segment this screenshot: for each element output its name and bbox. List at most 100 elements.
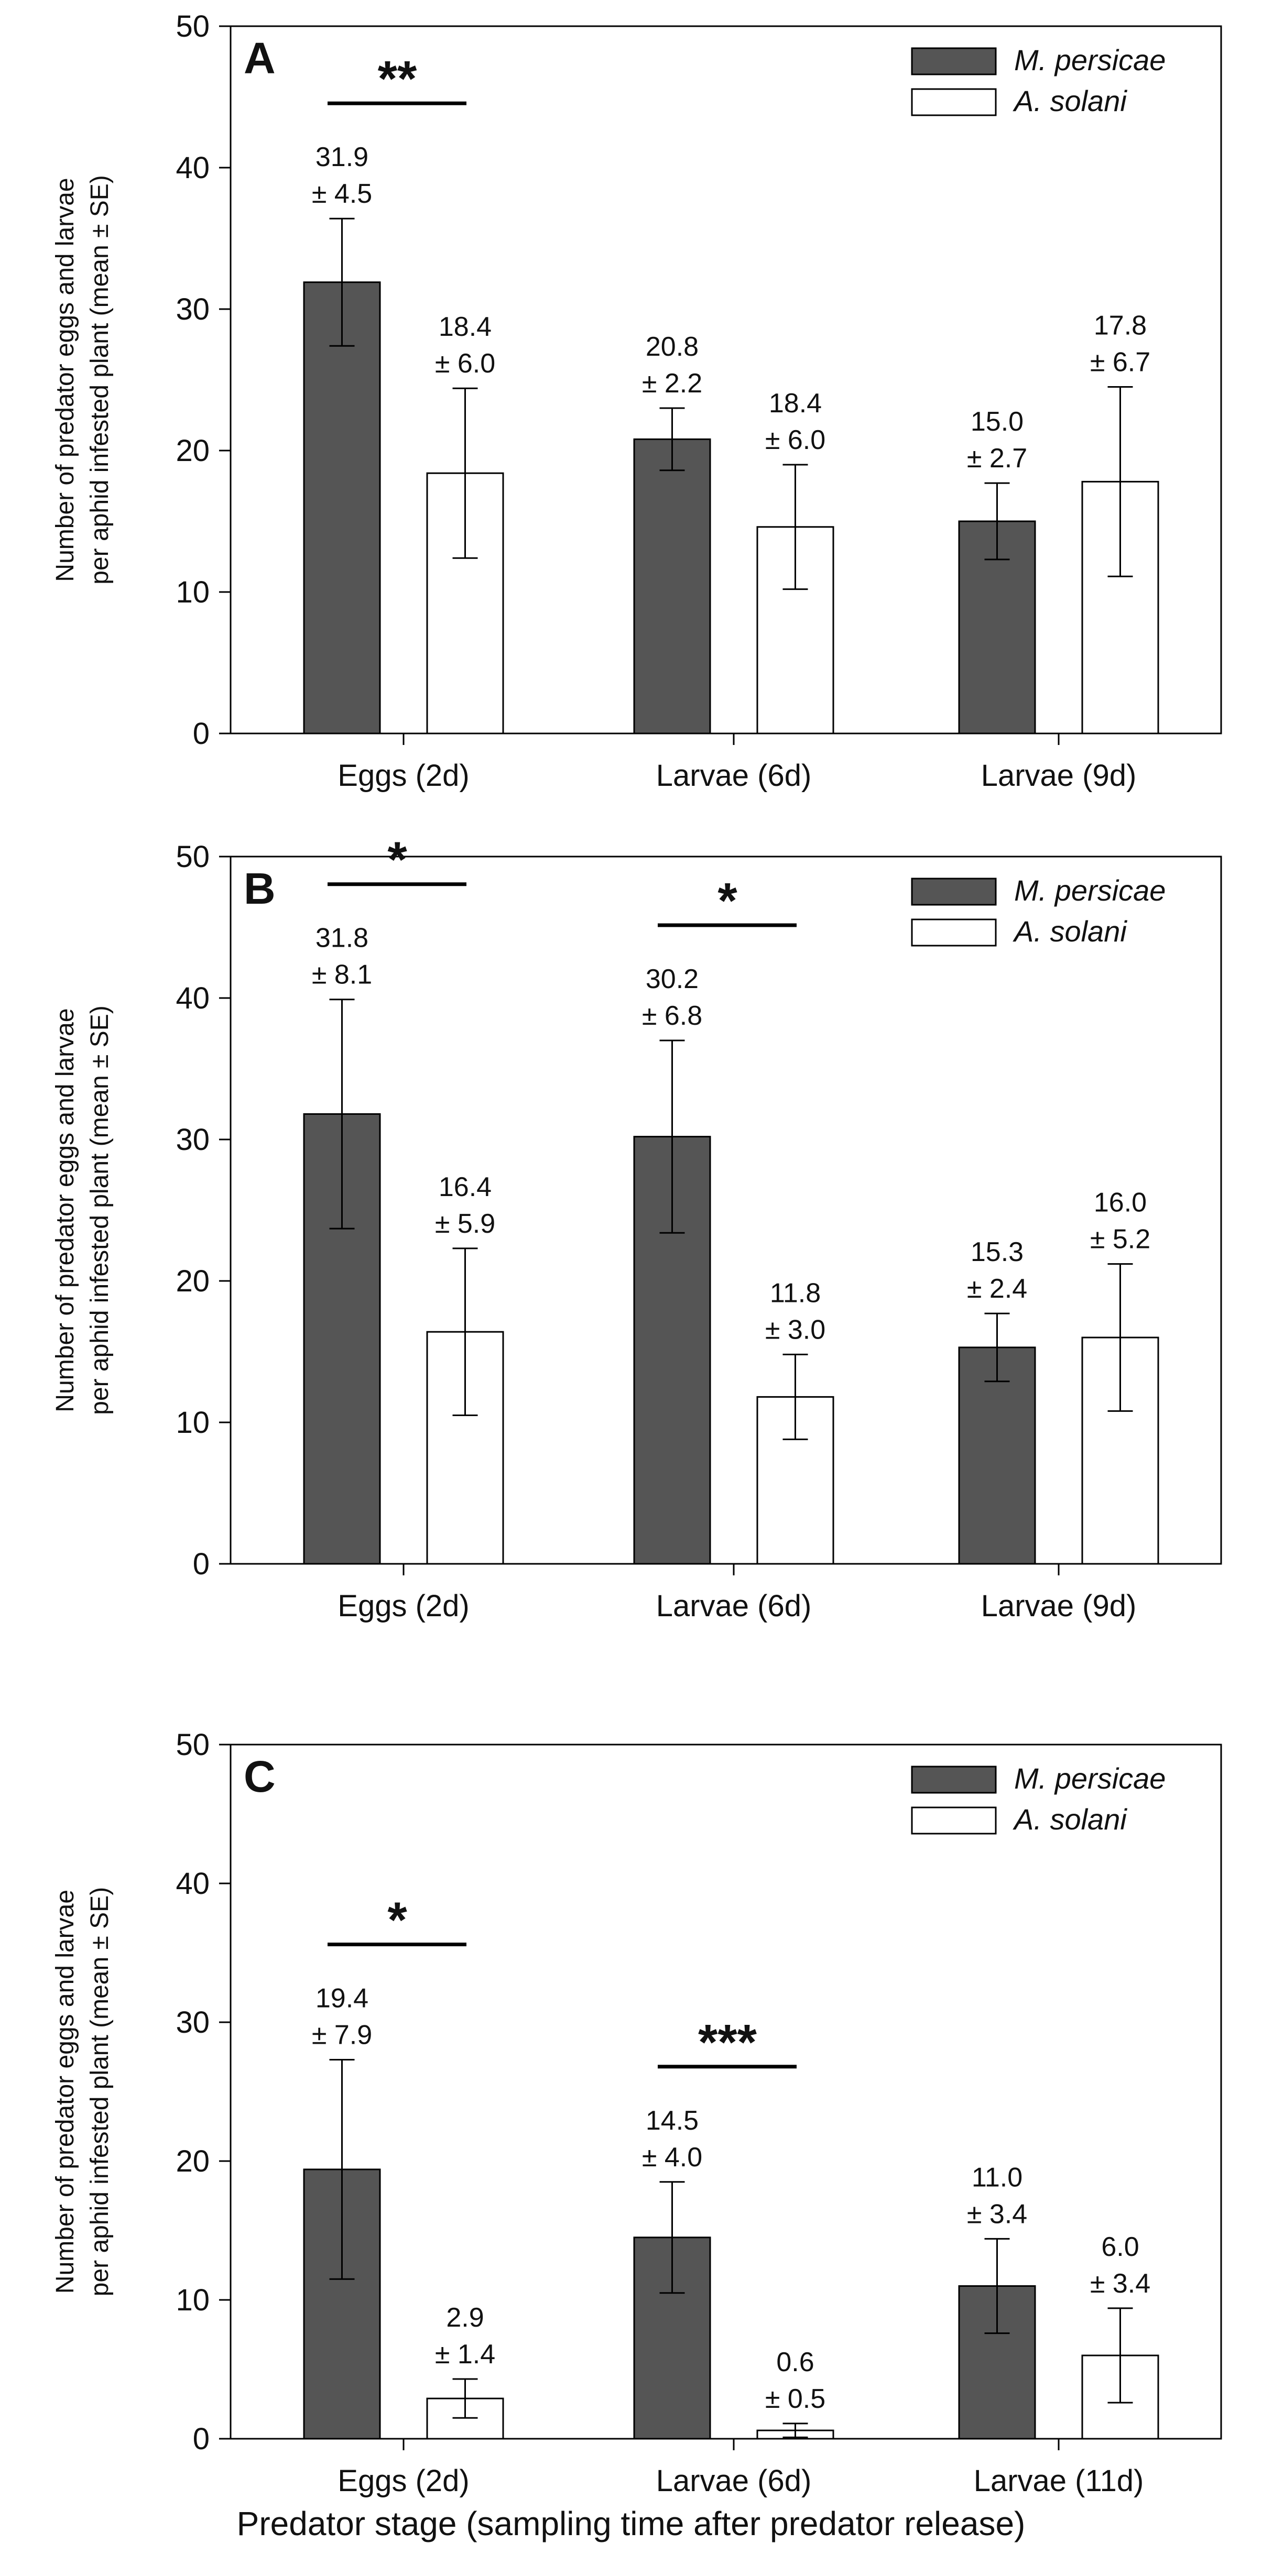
y-tick-label: 10 — [176, 575, 210, 609]
data-label-mean: 0.6 — [776, 2347, 814, 2377]
data-label-se: ± 6.8 — [642, 1001, 702, 1031]
significance-stars: * — [387, 832, 407, 888]
data-label-se: ± 1.4 — [435, 2339, 495, 2370]
y-tick-label: 20 — [176, 434, 210, 468]
data-label-mean: 30.2 — [646, 964, 699, 994]
plot-frame — [230, 25, 1222, 735]
y-tick-label: 30 — [176, 292, 210, 326]
legend-label-m-persicae: M. persicae — [1014, 43, 1166, 76]
y-axis-label-line-1: Number of predator eggs and larvae — [51, 178, 79, 582]
x-tick-label: Eggs (2d) — [338, 2464, 469, 2498]
x-tick-label: Larvae (6d) — [656, 2464, 812, 2498]
y-tick-label: 50 — [176, 9, 210, 43]
y-axis-label-line-2: per aphid infested plant (mean ± SE) — [86, 1005, 114, 1415]
legend-label-a-solani: A. solani — [1013, 84, 1127, 117]
legend-label-a-solani: A. solani — [1013, 1803, 1127, 1836]
data-label-se: ± 6.0 — [765, 425, 825, 455]
data-label-mean: 16.4 — [439, 1172, 492, 1202]
x-tick-label: Larvae (9d) — [981, 759, 1137, 793]
legend-label-m-persicae: M. persicae — [1014, 1762, 1166, 1795]
y-tick-label: 20 — [176, 2144, 210, 2178]
legend-swatch-m-persicae — [911, 1766, 997, 1794]
bar-m-persicae-1 — [303, 281, 381, 735]
y-tick-label: 30 — [176, 1123, 210, 1157]
data-label-mean: 16.0 — [1094, 1188, 1147, 1218]
y-tick-label: 0 — [193, 1547, 210, 1581]
legend-swatch-m-persicae — [911, 878, 997, 906]
data-label-mean: 31.8 — [316, 923, 368, 953]
legend-swatch-a-solani — [911, 88, 997, 116]
data-label-mean: 11.8 — [770, 1278, 821, 1308]
legend-swatch-m-persicae — [911, 47, 997, 75]
data-label-se: ± 8.1 — [312, 960, 372, 990]
legend-swatch-a-solani — [911, 918, 997, 947]
significance-stars: ** — [378, 51, 417, 107]
y-tick-label: 0 — [193, 717, 210, 751]
data-label-se: ± 6.7 — [1090, 347, 1150, 378]
y-tick-label: 40 — [176, 1867, 210, 1901]
y-tick-label: 30 — [176, 2005, 210, 2040]
panel-label: C — [244, 1752, 276, 1801]
legend-swatch-a-solani — [911, 1806, 997, 1835]
significance-stars: * — [387, 1892, 407, 1948]
data-label-se: ± 7.9 — [312, 2020, 372, 2051]
data-label-mean: 19.4 — [316, 1983, 368, 2014]
legend-label-m-persicae: M. persicae — [1014, 874, 1166, 907]
data-label-se: ± 6.0 — [435, 348, 495, 379]
chart-panel-b: 0 10 20 30 40 50 Number of predator eggs and l… — [51, 832, 1222, 1623]
x-tick-label: Larvae (6d) — [656, 1589, 812, 1623]
plot-frame — [230, 1744, 1222, 2440]
y-axis-label: Number of predator eggs and larvae per ap… — [51, 175, 114, 584]
data-label-se: ± 2.4 — [967, 1274, 1027, 1304]
x-tick-label: Larvae (9d) — [981, 1589, 1137, 1623]
bar-m-persicae-2 — [633, 438, 711, 735]
data-label-mean: 20.8 — [646, 332, 699, 362]
data-label-se: ± 3.4 — [967, 2199, 1027, 2229]
x-tick-label: Larvae (6d) — [656, 759, 812, 793]
data-label-mean: 2.9 — [446, 2303, 484, 2333]
panel-label: A — [244, 34, 276, 83]
legend-label-a-solani: A. solani — [1013, 915, 1127, 948]
y-tick-label: 20 — [176, 1264, 210, 1298]
data-label-mean: 15.0 — [971, 407, 1024, 437]
data-label-mean: 6.0 — [1101, 2232, 1139, 2262]
y-tick-label: 40 — [176, 151, 210, 185]
y-tick-label: 50 — [176, 1728, 210, 1762]
data-label-se: ± 4.0 — [642, 2142, 702, 2173]
y-tick-label: 40 — [176, 981, 210, 1015]
y-axis-label-line-2: per aphid infested plant (mean ± SE) — [86, 175, 114, 584]
y-tick-label: 10 — [176, 1406, 210, 1440]
significance-stars: * — [717, 873, 737, 929]
data-label-mean: 15.3 — [971, 1237, 1024, 1267]
data-label-mean: 11.0 — [972, 2162, 1022, 2193]
data-label-se: ± 2.7 — [967, 443, 1027, 474]
data-label-mean: 18.4 — [439, 312, 492, 342]
y-axis-label: Number of predator eggs and larvae per ap… — [51, 1887, 114, 2296]
data-label-mean: 14.5 — [646, 2106, 699, 2136]
y-tick-label: 50 — [176, 840, 210, 874]
y-tick-label: 0 — [193, 2422, 210, 2456]
plot-frame — [230, 856, 1222, 1565]
data-label-mean: 17.8 — [1094, 311, 1147, 341]
data-label-se: ± 5.9 — [435, 1209, 495, 1239]
shared-x-axis-label: Predator stage (sampling time after pred… — [236, 2505, 1026, 2542]
data-label-se: ± 4.5 — [312, 179, 372, 209]
chart-panel-c: 0 10 20 30 40 50 Number of predator eggs and l… — [51, 1728, 1222, 2498]
x-tick-label: Eggs (2d) — [338, 759, 469, 793]
data-label-mean: 18.4 — [769, 388, 822, 419]
x-tick-label: Eggs (2d) — [338, 1589, 469, 1623]
data-label-se: ± 3.4 — [1090, 2268, 1150, 2299]
y-axis-label-line-2: per aphid infested plant (mean ± SE) — [86, 1887, 114, 2296]
data-label-se: ± 5.2 — [1090, 1224, 1150, 1255]
y-axis-label-line-1: Number of predator eggs and larvae — [51, 1008, 79, 1412]
data-label-mean: 31.9 — [316, 142, 368, 172]
x-tick-label: Larvae (11d) — [974, 2464, 1144, 2498]
chart-panel-a: 0 10 20 30 40 50 Number of predator eggs and l… — [51, 9, 1222, 793]
data-label-se: ± 3.0 — [765, 1314, 825, 1345]
data-label-se: ± 2.2 — [642, 368, 702, 399]
y-axis-label-line-1: Number of predator eggs and larvae — [51, 1890, 79, 2294]
y-axis-label: Number of predator eggs and larvae per ap… — [51, 1005, 114, 1415]
significance-stars: *** — [698, 2014, 757, 2070]
data-label-se: ± 0.5 — [765, 2384, 825, 2414]
